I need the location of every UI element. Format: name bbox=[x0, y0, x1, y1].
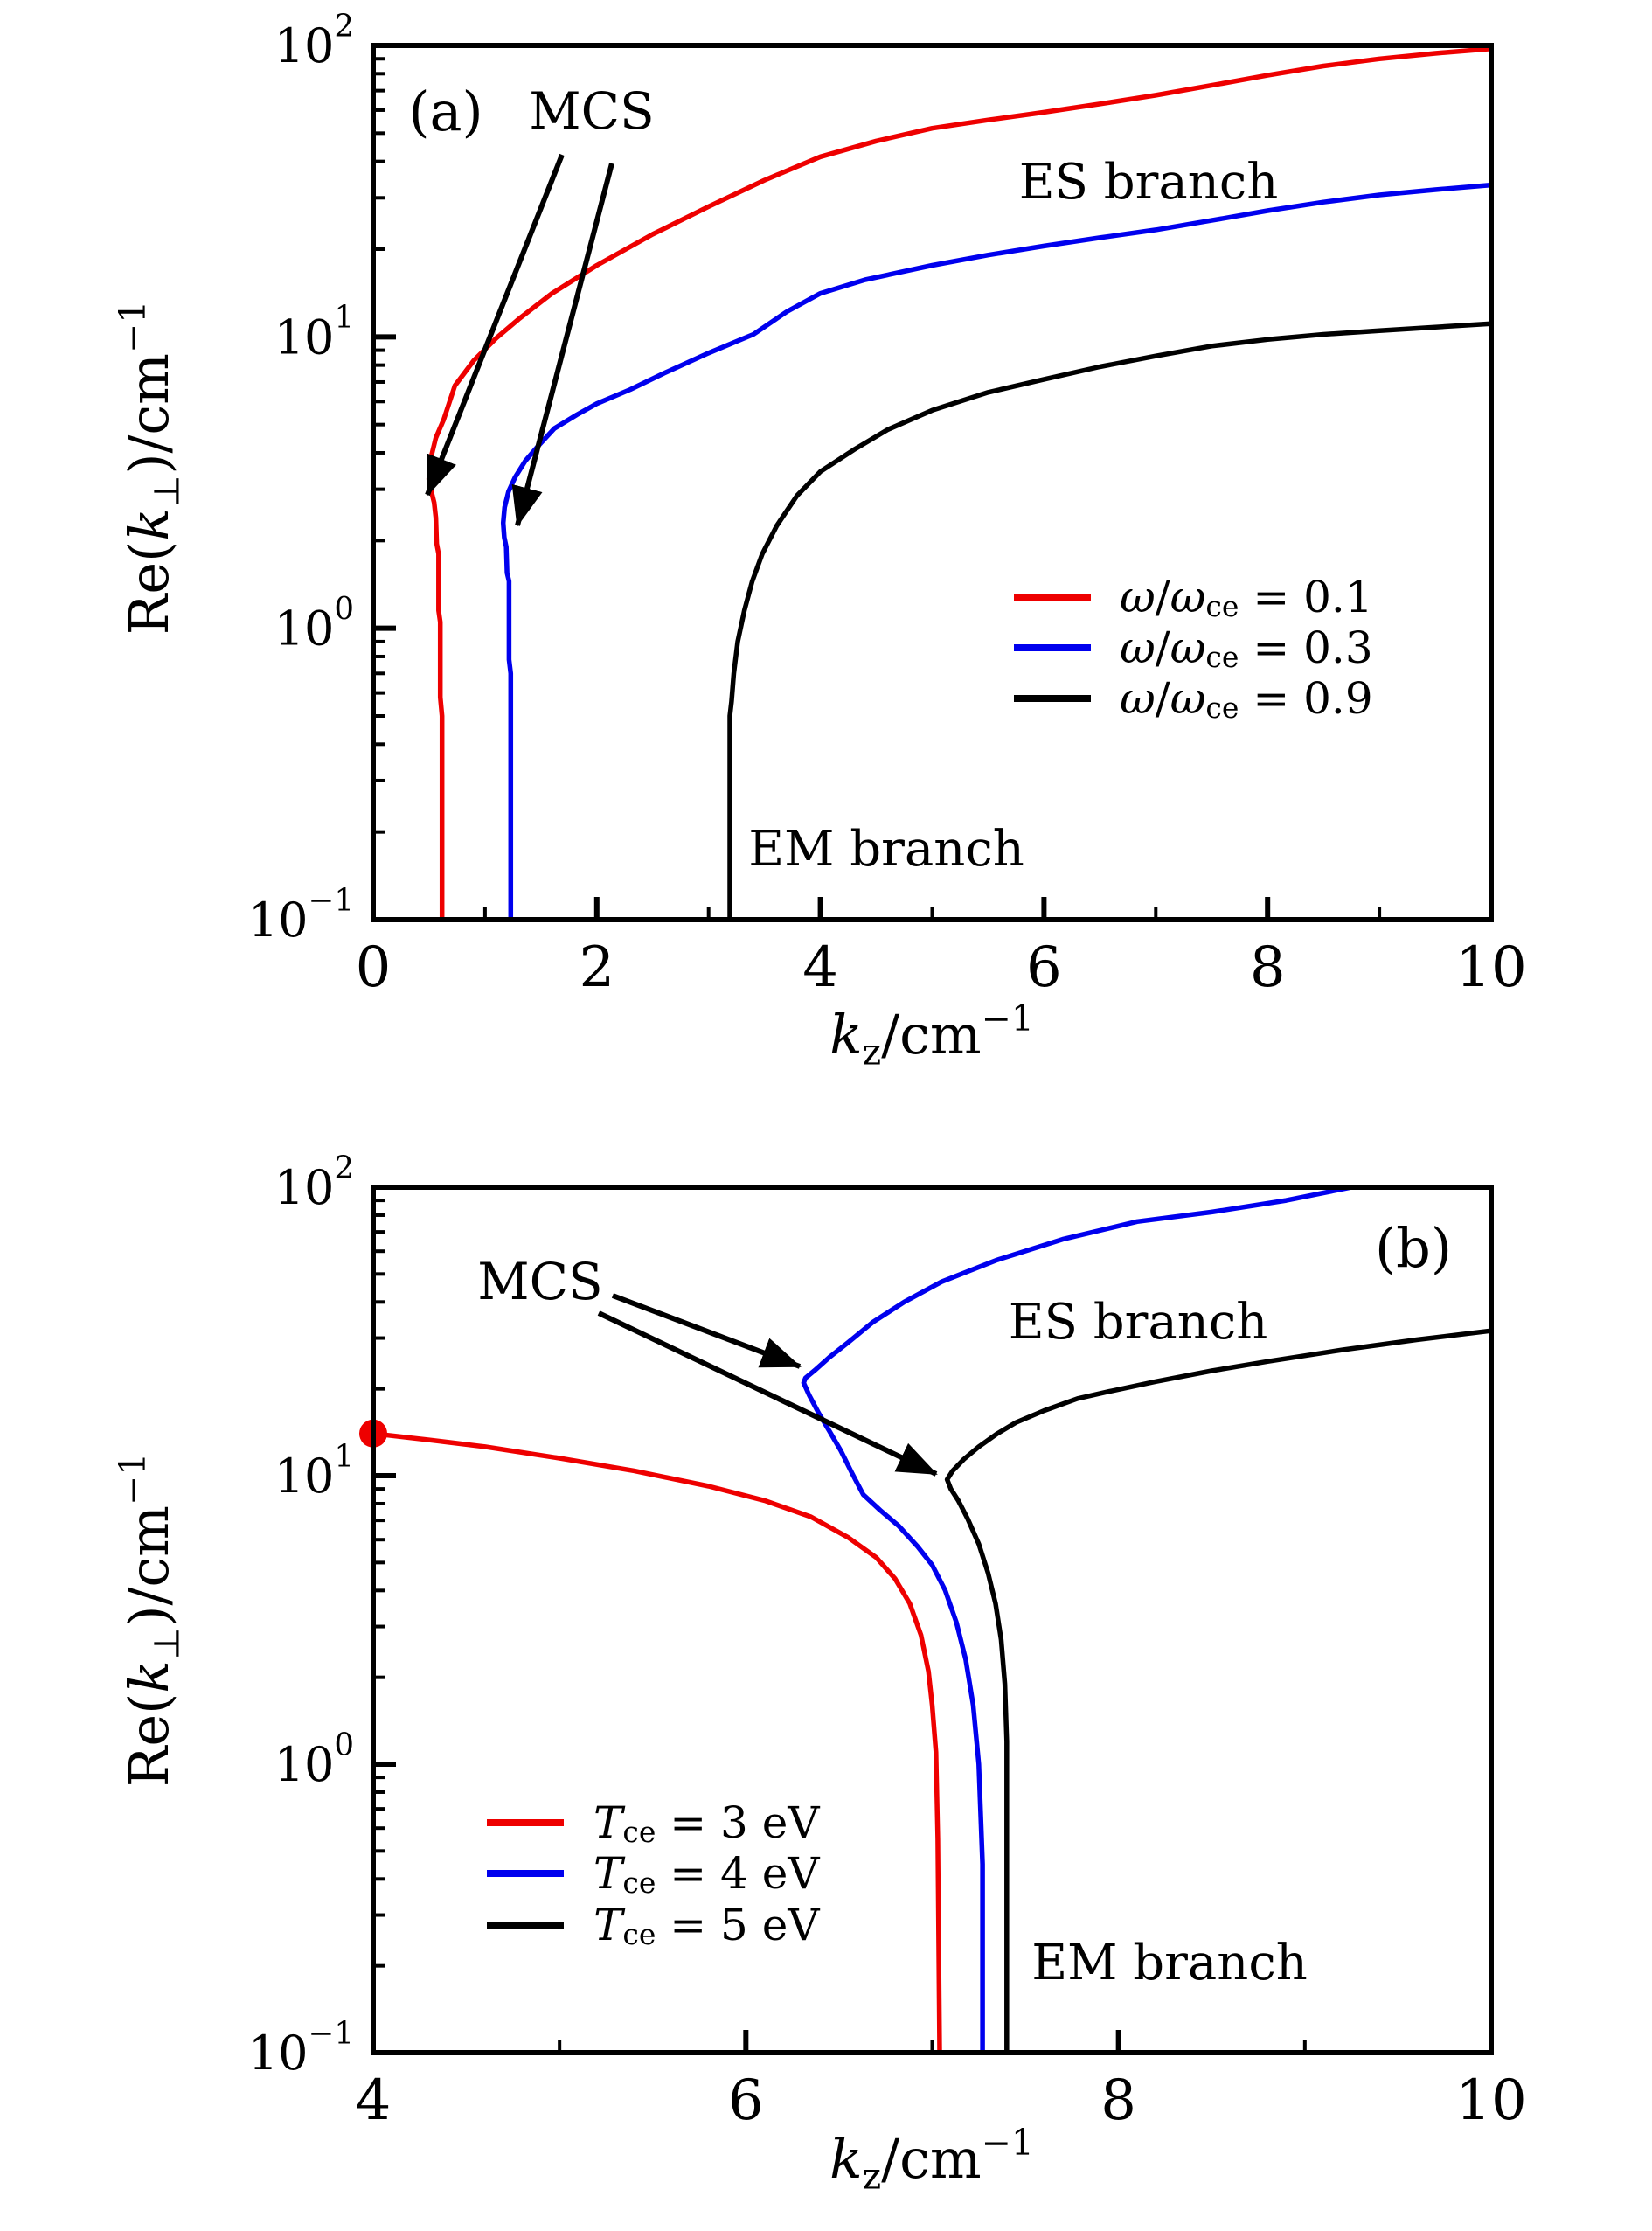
curve-omega-ratio-0.1 bbox=[426, 45, 1492, 920]
mcs-label: MCS bbox=[529, 81, 655, 141]
y-axis-title: Re(k⊥)/cm−1 bbox=[112, 1453, 187, 1787]
curve-omega-ratio-0.3 bbox=[500, 182, 1492, 920]
x-tick-label: 6 bbox=[1026, 935, 1062, 1000]
legend-label-omega-ratio-0.3: ω/ωce = 0.3 bbox=[1120, 622, 1373, 674]
x-axis-title: kz/cm−1 bbox=[829, 2122, 1034, 2197]
em-branch-label: EM branch bbox=[748, 821, 1024, 878]
panel-letter-a: (a) bbox=[408, 80, 482, 143]
mcs-arrow-1 bbox=[611, 1293, 802, 1369]
y-tick-label: 100 bbox=[274, 590, 354, 656]
legend-label-Tce-4eV: Tce = 4 eV bbox=[593, 1848, 820, 1900]
panel-b: 102 101 100 10−14 6 8 10 kz/cm−1 Re(k⊥)/cm−1 (b) M… bbox=[112, 1150, 1527, 2198]
es-branch-label: ES branch bbox=[1019, 154, 1279, 211]
y-tick-label: 102 bbox=[274, 1150, 354, 1215]
legend-label-Tce-5eV: Tce = 5 eV bbox=[593, 1900, 820, 1951]
series-group bbox=[426, 45, 1492, 920]
series-group bbox=[359, 1185, 1492, 2054]
x-tick-label: 8 bbox=[1100, 2068, 1136, 2133]
x-tick-label: 8 bbox=[1250, 935, 1286, 1000]
es-branch-label: ES branch bbox=[1009, 1294, 1268, 1351]
curve-Tce-4eV bbox=[801, 1185, 1352, 2053]
plot-spines bbox=[371, 43, 1494, 922]
y-tick-label: 100 bbox=[274, 1727, 354, 1792]
x-tick-label: 10 bbox=[1455, 935, 1526, 1000]
em-branch-label: EM branch bbox=[1031, 1935, 1308, 1991]
x-tick-label: 2 bbox=[579, 935, 614, 1000]
x-tick-label: 4 bbox=[356, 2068, 392, 2133]
x-ticks bbox=[371, 897, 1494, 920]
panel-a: 102 101 100 10−10 2 4 6 8 10 kz/cm−1 Re(k⊥)/cm−1 (a… bbox=[112, 8, 1527, 1074]
x-tick-label: 0 bbox=[356, 935, 392, 1000]
y-tick-label: 102 bbox=[274, 8, 354, 73]
y-tick-label: 10−1 bbox=[248, 2015, 354, 2081]
x-tick-label: 6 bbox=[728, 2068, 764, 2133]
x-ticks bbox=[371, 2030, 1494, 2053]
legend-label-Tce-3eV: Tce = 3 eV bbox=[593, 1797, 820, 1849]
y-tick-label: 101 bbox=[274, 1438, 354, 1504]
y-tick-label: 10−1 bbox=[248, 882, 354, 948]
x-tick-label: 10 bbox=[1455, 2068, 1526, 2133]
y-tick-label: 101 bbox=[274, 299, 354, 365]
legend-a: ω/ωce = 0.1ω/ωce = 0.3ω/ωce = 0.9 bbox=[1014, 572, 1373, 725]
y-ticks bbox=[373, 43, 396, 922]
x-tick-label: 4 bbox=[802, 935, 838, 1000]
mcs-arrow-1 bbox=[425, 153, 565, 497]
curve-Tce-5eV bbox=[944, 1328, 1492, 2053]
mcs-arrow-2 bbox=[597, 1310, 938, 1477]
y-ticks bbox=[373, 1185, 396, 2055]
legend-label-omega-ratio-0.9: ω/ωce = 0.9 bbox=[1120, 673, 1373, 725]
mcs-arrow-2 bbox=[511, 163, 614, 527]
curve-Tce-3eV bbox=[372, 1431, 942, 2054]
legend-label-omega-ratio-0.1: ω/ωce = 0.1 bbox=[1120, 572, 1373, 623]
panel-letter-b: (b) bbox=[1375, 1216, 1452, 1280]
mcs-label: MCS bbox=[477, 1252, 603, 1311]
curve-omega-ratio-0.9 bbox=[727, 321, 1492, 920]
x-axis-title: kz/cm−1 bbox=[829, 997, 1034, 1073]
y-axis-title: Re(k⊥)/cm−1 bbox=[112, 301, 187, 635]
